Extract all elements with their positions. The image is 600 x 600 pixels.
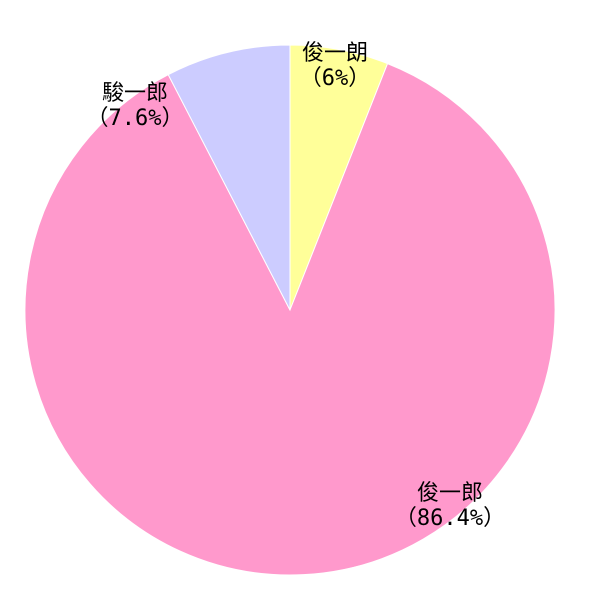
slice-percent-label: （86.4%）: [395, 506, 505, 531]
slice-name-label: 駿一郎: [102, 81, 168, 106]
slice-name-label: 俊一郎: [417, 481, 483, 506]
slice-percent-label: （6%）: [300, 66, 371, 91]
pie-chart: 俊一朗（6%） 俊一郎（86.4%） 駿一郎（7.6%）: [0, 0, 600, 600]
slice-percent-label: （7.6%）: [87, 106, 184, 131]
slice-name-label: 俊一朗: [302, 41, 368, 66]
